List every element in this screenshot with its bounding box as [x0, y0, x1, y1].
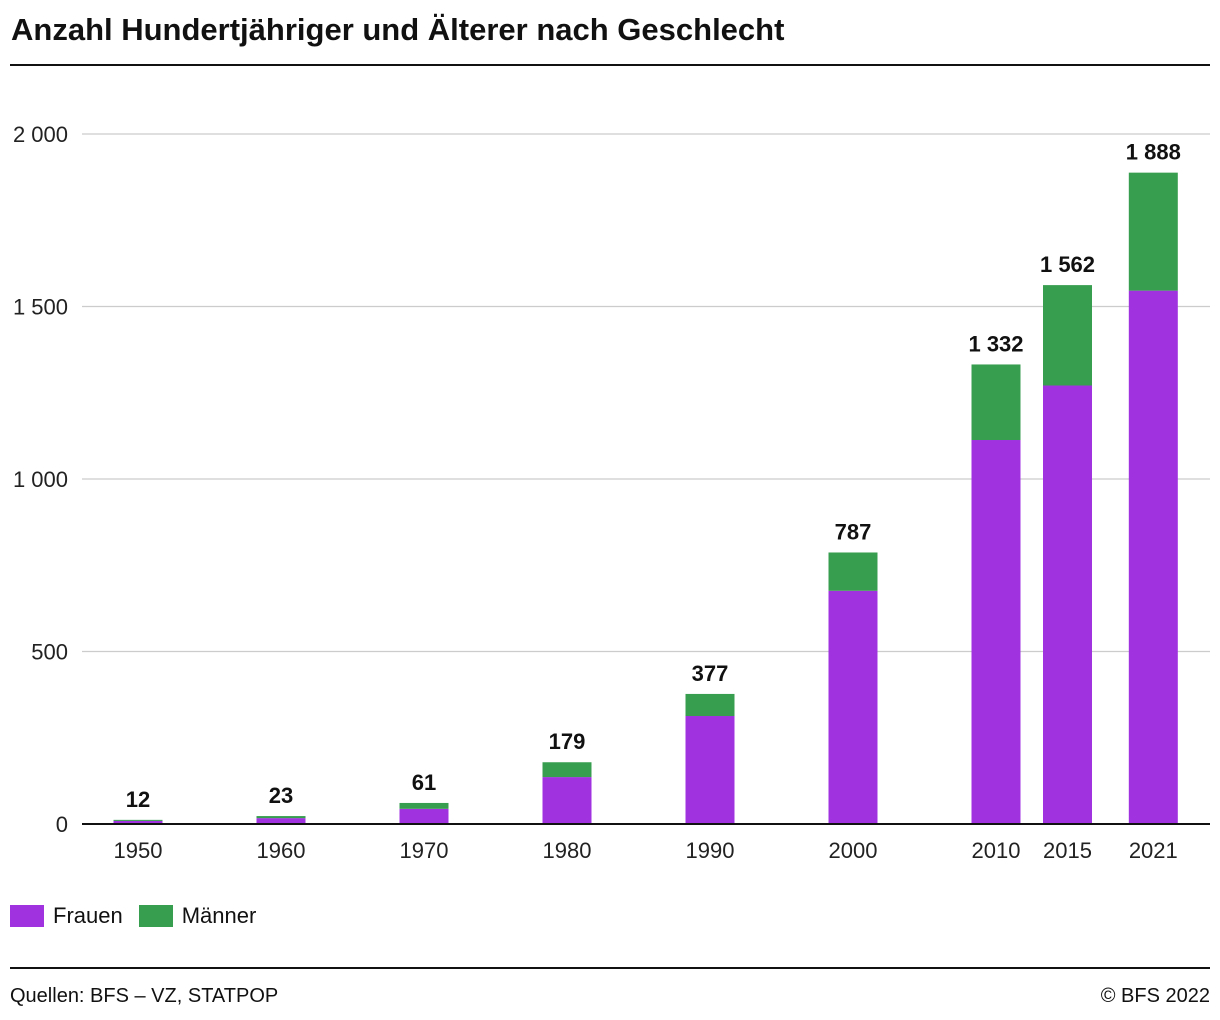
x-tick-label-1970: 1970 — [400, 838, 449, 863]
x-tick-label-2010: 2010 — [972, 838, 1021, 863]
bar-frauen-2021 — [1128, 290, 1178, 824]
bar-frauen-1980 — [542, 777, 592, 824]
legend-swatch-maenner — [138, 905, 173, 927]
bar-frauen-2015 — [1043, 385, 1092, 824]
total-label-1950: 12 — [126, 787, 150, 812]
bar-frauen-1970 — [399, 808, 449, 824]
bar-maenner-1980 — [542, 762, 592, 778]
bar-chart: 0 500 1 000 1 500 2 000 12 1950 23 1960 61 1970 179… — [13, 122, 1210, 863]
legend-item-frauen: Frauen — [10, 903, 123, 929]
y-tick-label-1000: 1 000 — [13, 467, 68, 492]
legend-item-maenner: Männer — [138, 903, 257, 929]
x-tick-label-1960: 1960 — [257, 838, 306, 863]
total-label-1990: 377 — [692, 661, 729, 686]
total-label-2015: 1 562 — [1040, 252, 1095, 277]
x-tick-label-2000: 2000 — [829, 838, 878, 863]
x-tick-label-2021: 2021 — [1129, 838, 1178, 863]
y-tick-label-0: 0 — [56, 812, 68, 837]
total-label-2010: 1 332 — [968, 331, 1023, 356]
y-tick-label-2000: 2 000 — [13, 122, 68, 147]
y-tick-label-500: 500 — [31, 640, 68, 665]
source-note: Quellen: BFS – VZ, STATPOP — [10, 985, 279, 1007]
legend-label-frauen: Frauen — [53, 903, 123, 928]
legend: Frauen Männer — [10, 903, 272, 929]
legend-label-maenner: Männer — [181, 903, 257, 928]
legend-swatch-frauen — [10, 905, 44, 927]
bar-frauen-1960 — [256, 818, 306, 824]
bar-maenner-2000 — [828, 552, 878, 591]
bar-maenner-2010 — [971, 364, 1021, 441]
copyright-note: © BFS 2022 — [1100, 985, 1210, 1007]
total-label-1960: 23 — [269, 783, 293, 808]
x-tick-label-1990: 1990 — [686, 838, 735, 863]
bar-maenner-1990 — [685, 693, 735, 717]
total-label-1980: 179 — [549, 729, 586, 754]
chart-title: Anzahl Hundertjähriger und Älterer nach … — [11, 12, 785, 47]
bar-frauen-2010 — [971, 440, 1021, 824]
total-label-2021: 1 888 — [1126, 140, 1181, 165]
bar-frauen-1950 — [113, 820, 163, 824]
x-tick-label-2015: 2015 — [1043, 838, 1092, 863]
x-tick-label-1950: 1950 — [114, 838, 163, 863]
bar-frauen-2000 — [828, 590, 878, 824]
y-tick-label-1500: 1 500 — [13, 295, 68, 320]
bar-maenner-2015 — [1043, 285, 1092, 386]
footer-rule — [10, 967, 1210, 969]
header-rule — [10, 64, 1210, 66]
bar-maenner-1960 — [256, 816, 306, 819]
total-label-1970: 61 — [412, 770, 436, 795]
total-label-2000: 787 — [835, 519, 872, 544]
x-tick-label-1980: 1980 — [543, 838, 592, 863]
bar-frauen-1990 — [685, 716, 735, 824]
bar-maenner-1970 — [399, 802, 449, 809]
bar-maenner-2021 — [1128, 172, 1178, 291]
bar-maenner-1950 — [113, 819, 163, 821]
